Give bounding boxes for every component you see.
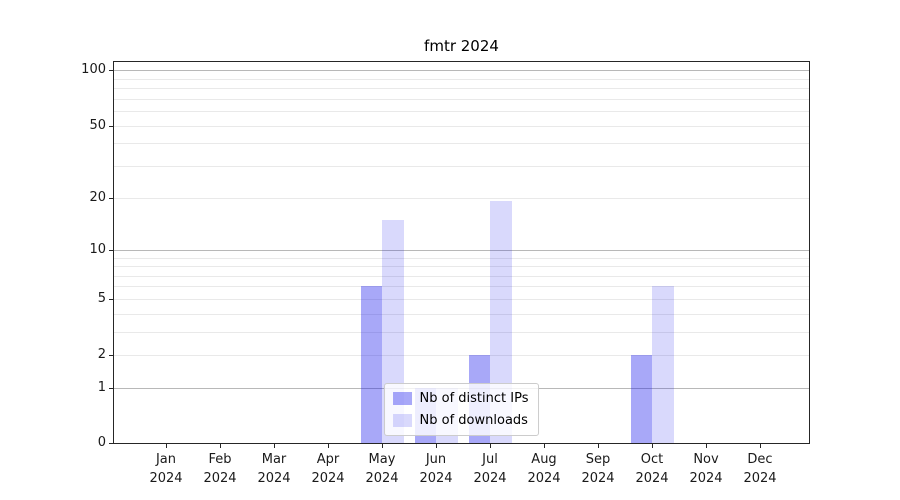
x-tick-label: Oct 2024	[635, 452, 669, 486]
y-gridline-minor	[114, 298, 809, 300]
x-tick-label: Feb 2024	[203, 452, 237, 486]
plot-area: Nb of distinct IPs Nb of downloads	[113, 61, 810, 444]
bar-distinct-ips	[630, 355, 652, 443]
x-tick-label: Dec 2024	[743, 452, 777, 486]
y-gridline-minor	[114, 355, 809, 357]
legend-swatch-downloads	[392, 414, 412, 427]
chart-title: fmtr 2024	[424, 37, 499, 55]
y-gridline-minor	[114, 266, 809, 268]
y-tick-label: 1	[97, 379, 106, 395]
x-tick-label: Aug 2024	[527, 452, 561, 486]
x-tick-label: Mar 2024	[257, 452, 291, 486]
y-tick-label: 2	[97, 347, 106, 363]
y-tick-mark	[109, 249, 113, 251]
y-gridline-major	[114, 249, 809, 251]
legend-swatch-distinct-ips	[392, 392, 412, 405]
x-tick-mark	[544, 444, 545, 448]
y-gridline-minor	[114, 166, 809, 167]
y-gridline-minor	[114, 275, 809, 277]
bar-distinct-ips	[360, 286, 382, 443]
y-gridline-minor	[114, 98, 809, 100]
y-tick-label: 10	[89, 241, 106, 257]
y-gridline-minor	[114, 88, 809, 90]
x-tick-label: Jul 2024	[473, 452, 507, 486]
x-tick-mark	[760, 444, 761, 448]
x-tick-mark	[436, 444, 437, 448]
x-tick-mark	[706, 444, 707, 448]
y-gridline-minor	[114, 286, 809, 288]
x-tick-mark	[220, 444, 221, 448]
x-tick-mark	[598, 444, 599, 448]
y-gridline-minor	[114, 78, 809, 80]
y-gridline-minor	[114, 143, 809, 145]
y-gridline-minor	[114, 197, 809, 199]
y-tick-label: 50	[89, 117, 106, 133]
bar-downloads	[652, 286, 674, 443]
x-tick-mark	[274, 444, 275, 448]
x-tick-mark	[382, 444, 383, 448]
x-tick-mark	[490, 444, 491, 448]
y-tick-label: 0	[97, 435, 106, 450]
x-tick-mark	[166, 444, 167, 448]
y-tick-mark	[109, 197, 113, 199]
y-tick-mark	[109, 70, 113, 72]
legend-label-distinct-ips: Nb of distinct IPs	[419, 391, 529, 406]
x-tick-label: Apr 2024	[311, 452, 345, 486]
y-gridline-minor	[114, 313, 809, 315]
y-gridline-major	[114, 70, 809, 72]
x-tick-label: May 2024	[365, 452, 399, 486]
x-tick-label: Jun 2024	[419, 452, 453, 486]
y-tick-label: 5	[97, 290, 106, 306]
y-tick-mark	[109, 387, 113, 389]
y-gridline-minor	[114, 331, 809, 333]
bar-downloads	[490, 201, 512, 443]
y-tick-mark	[109, 125, 113, 127]
x-tick-mark	[652, 444, 653, 448]
y-gridline-minor	[114, 111, 809, 113]
x-tick-label: Sep 2024	[581, 452, 615, 486]
y-gridline-minor	[114, 257, 809, 259]
y-tick-label: 20	[89, 189, 106, 205]
x-tick-label: Jan 2024	[149, 452, 183, 486]
y-tick-mark	[109, 443, 113, 444]
legend-label-downloads: Nb of downloads	[419, 413, 528, 428]
legend: Nb of distinct IPs Nb of downloads	[383, 383, 540, 436]
y-tick-mark	[109, 355, 113, 357]
legend-item-downloads: Nb of downloads	[392, 411, 529, 430]
x-tick-label: Nov 2024	[689, 452, 723, 486]
legend-item-distinct-ips: Nb of distinct IPs	[392, 389, 529, 408]
y-tick-label: 100	[81, 62, 106, 78]
y-tick-mark	[109, 298, 113, 300]
y-gridline-minor	[114, 125, 809, 127]
x-tick-mark	[328, 444, 329, 448]
